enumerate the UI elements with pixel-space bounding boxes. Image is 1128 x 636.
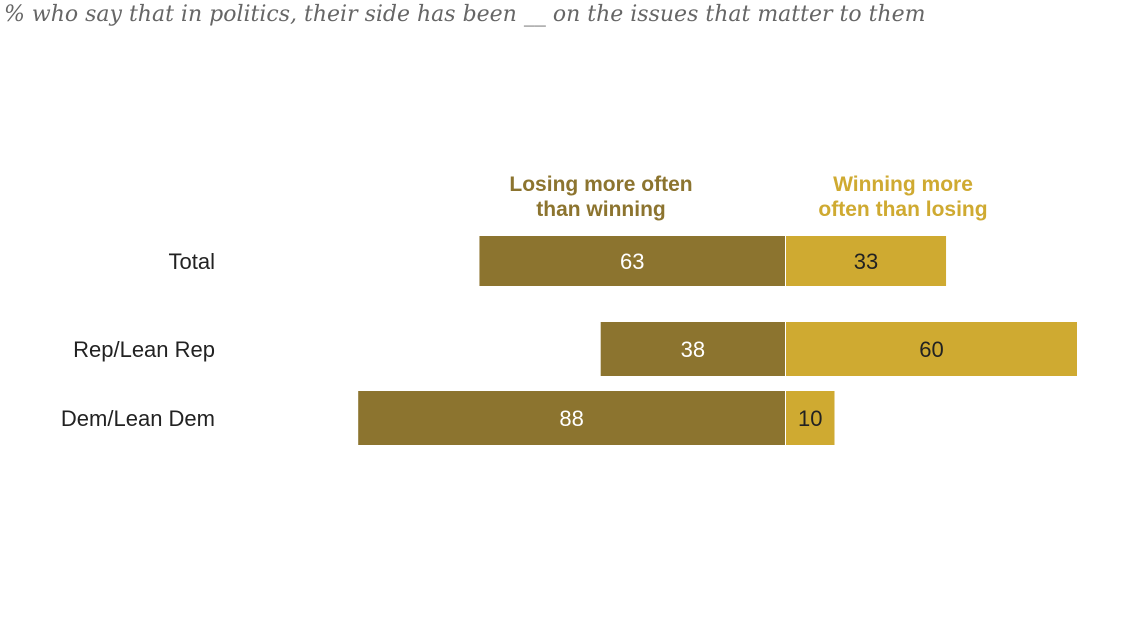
bar-losing xyxy=(479,236,785,286)
chart-subtitle: % who say that in politics, their side h… xyxy=(4,2,926,27)
bar-winning xyxy=(786,236,947,286)
legend-losing: Losing more often than winning xyxy=(509,173,692,221)
legend-line: often than losing xyxy=(818,198,987,221)
legend-winning: Winning more often than losing xyxy=(818,173,987,221)
category-label: Total xyxy=(169,249,215,274)
value-label-losing: 63 xyxy=(620,249,644,274)
legend-line: Winning more xyxy=(833,173,973,196)
value-label-winning: 60 xyxy=(919,337,943,362)
category-label: Rep/Lean Rep xyxy=(73,337,215,362)
value-label-winning: 33 xyxy=(854,249,878,274)
legend-line: Losing more often xyxy=(509,173,692,196)
value-label-winning: 10 xyxy=(798,406,822,431)
bar-winning xyxy=(786,322,1077,376)
bar-losing xyxy=(358,391,785,445)
legend-line: than winning xyxy=(536,198,665,221)
category-label: Dem/Lean Dem xyxy=(61,406,215,431)
bar-losing xyxy=(600,322,785,376)
value-label-losing: 88 xyxy=(559,406,583,431)
bar-winning xyxy=(786,391,835,445)
value-label-losing: 38 xyxy=(681,337,705,362)
